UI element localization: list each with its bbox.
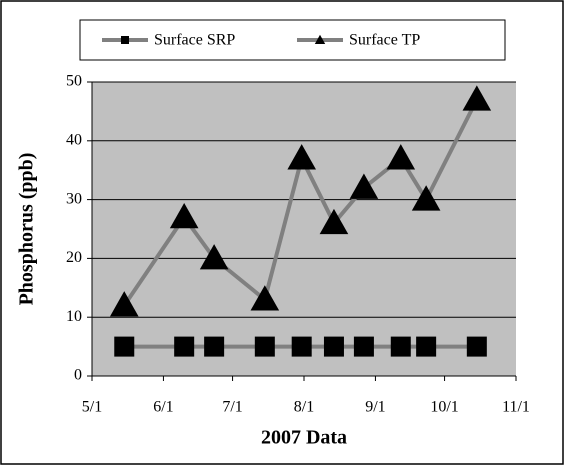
marker: [323, 336, 344, 357]
marker: [349, 173, 379, 199]
legend-label: Surface TP: [349, 32, 420, 49]
legend-marker: [121, 36, 129, 44]
y-tick-label: 50: [66, 73, 82, 90]
series-line: [122, 98, 479, 307]
y-tick-label: 20: [66, 249, 82, 266]
marker: [411, 185, 441, 211]
x-tick-label: 11/1: [502, 399, 530, 416]
marker: [390, 336, 411, 357]
legend-box: [79, 19, 506, 61]
x-tick-label: 10/1: [430, 399, 458, 416]
marker: [462, 85, 492, 111]
x-tick-label: 6/1: [153, 399, 173, 416]
marker: [169, 202, 199, 229]
marker: [199, 244, 229, 270]
marker: [250, 285, 280, 311]
y-tick-label: 30: [66, 190, 82, 207]
legend-label: Surface SRP: [154, 32, 235, 49]
marker: [114, 336, 135, 357]
marker: [291, 336, 312, 357]
marker: [386, 144, 416, 170]
y-axis-title: Phosphorus (ppb): [16, 153, 38, 306]
x-tick-label: 5/1: [82, 399, 102, 416]
marker: [109, 291, 139, 317]
marker: [254, 336, 275, 357]
legend-marker: [314, 34, 326, 44]
x-axis-title: 2007 Data: [261, 427, 347, 449]
marker: [416, 336, 437, 357]
marker: [466, 336, 487, 357]
plot-area: [92, 82, 516, 376]
x-tick-label: 8/1: [294, 399, 314, 416]
marker: [319, 208, 349, 235]
x-tick-label: 7/1: [222, 399, 242, 416]
x-tick-label: 9/1: [365, 399, 385, 416]
y-tick-label: 10: [66, 308, 82, 325]
y-tick-label: 0: [74, 367, 82, 384]
y-tick-label: 40: [66, 131, 82, 148]
marker: [204, 336, 225, 357]
marker: [174, 336, 195, 357]
marker: [287, 144, 316, 170]
marker: [353, 336, 374, 357]
